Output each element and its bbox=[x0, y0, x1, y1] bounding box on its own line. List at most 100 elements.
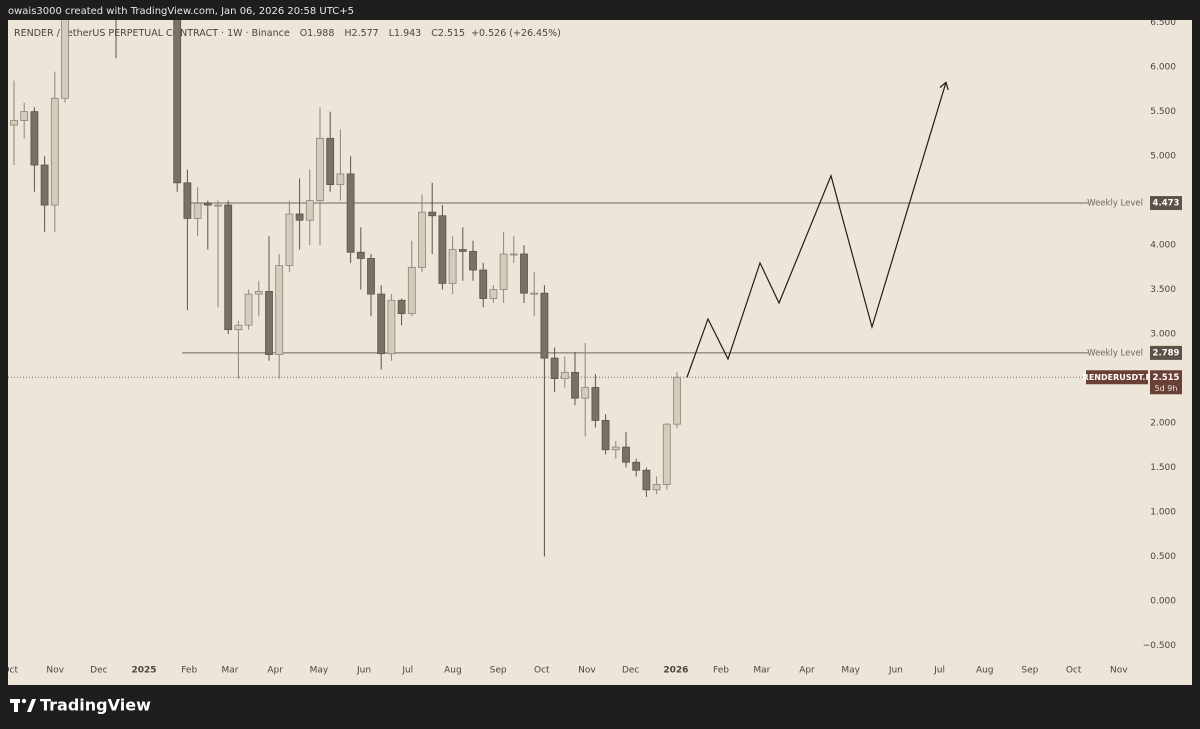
candle-body bbox=[652, 484, 661, 491]
candle-body bbox=[509, 253, 518, 256]
y-tick-label: −0.500 bbox=[1143, 641, 1177, 651]
level-label: Weekly Level bbox=[1087, 199, 1143, 209]
candle-body bbox=[183, 182, 192, 219]
candle-body bbox=[265, 290, 273, 355]
axes: −0.5000.0000.5001.0001.5002.0002.5003.00… bbox=[2, 18, 1182, 676]
candle-body bbox=[173, 20, 182, 184]
change: +0.526 (+26.45%) bbox=[471, 28, 561, 39]
brand: TradingView bbox=[40, 696, 151, 715]
legend-header: RENDER / TetherUS PERPETUAL CONTRACT · 1… bbox=[14, 28, 561, 39]
candle-body bbox=[40, 164, 49, 206]
candle-body bbox=[193, 202, 202, 219]
candle-body bbox=[234, 324, 243, 331]
candle-body bbox=[387, 299, 396, 355]
level-value: 4.473 bbox=[1153, 199, 1180, 209]
candle-body bbox=[336, 173, 345, 186]
x-tick-label: Mar bbox=[753, 666, 770, 676]
price-value: 2.515 bbox=[1153, 373, 1180, 383]
x-tick-label: Aug bbox=[444, 666, 462, 676]
x-tick-label: May bbox=[841, 666, 860, 676]
y-tick-label: 2.000 bbox=[1150, 419, 1176, 429]
candle-body bbox=[438, 215, 447, 284]
x-tick-label: Apr bbox=[799, 666, 815, 676]
x-tick-label: Apr bbox=[267, 666, 283, 676]
x-tick-label: 2026 bbox=[663, 666, 688, 676]
x-tick-label: Nov bbox=[1110, 666, 1128, 676]
candle-body bbox=[418, 211, 426, 268]
y-tick-label: 4.000 bbox=[1150, 241, 1176, 251]
y-tick-label: 0.000 bbox=[1150, 597, 1176, 607]
candle-body bbox=[356, 251, 365, 259]
candle-body bbox=[254, 290, 263, 295]
candle-body bbox=[326, 137, 335, 186]
y-tick-label: 6.000 bbox=[1150, 63, 1176, 73]
candle-body bbox=[50, 97, 59, 206]
x-tick-label: Aug bbox=[976, 666, 994, 676]
y-tick-label: 3.000 bbox=[1150, 330, 1176, 340]
candle-body bbox=[591, 387, 600, 421]
symbol-tag bbox=[1086, 370, 1148, 385]
level-label: Weekly Level bbox=[1087, 348, 1143, 358]
candle-body bbox=[662, 423, 671, 485]
candle-body bbox=[428, 211, 437, 217]
ohlc-letter: H bbox=[344, 28, 351, 39]
ohlc-letter: C bbox=[431, 28, 438, 39]
candle-body bbox=[346, 173, 355, 253]
ohlc-letter: O bbox=[300, 28, 307, 39]
x-tick-label: May bbox=[310, 666, 329, 676]
symbol-title: RENDER / TetherUS PERPETUAL CONTRACT · 1… bbox=[14, 28, 290, 39]
y-tick-label: 1.000 bbox=[1150, 508, 1176, 518]
x-tick-label: Feb bbox=[181, 666, 197, 676]
candle-body bbox=[367, 258, 375, 295]
ohlc-value: 2.577 bbox=[352, 28, 379, 39]
candle-body bbox=[530, 292, 539, 295]
candle-body bbox=[377, 293, 386, 355]
level-tag bbox=[1150, 345, 1182, 360]
candle-body bbox=[632, 461, 641, 471]
x-tick-label: Oct bbox=[534, 666, 550, 676]
ohlc-value: 2.515 bbox=[438, 28, 465, 39]
ohlc-value: 1.988 bbox=[307, 28, 334, 39]
x-tick-label: Sep bbox=[490, 666, 507, 676]
ohlc-letter: L bbox=[389, 28, 395, 39]
candle-body bbox=[499, 253, 508, 291]
y-tick-label: 6.500 bbox=[1150, 18, 1176, 28]
candle-body bbox=[407, 266, 416, 315]
level-tag bbox=[1150, 196, 1182, 211]
y-tick-label: 3.500 bbox=[1150, 285, 1176, 295]
x-tick-label: Jun bbox=[888, 666, 903, 676]
candle-body bbox=[622, 446, 630, 463]
x-tick-label: Dec bbox=[622, 666, 639, 676]
x-tick-label: Jun bbox=[356, 666, 371, 676]
candle-body bbox=[489, 289, 498, 299]
candle-body bbox=[285, 213, 294, 266]
y-tick-label: 5.000 bbox=[1150, 152, 1176, 162]
candle-body bbox=[214, 204, 222, 207]
x-tick-label: Sep bbox=[1021, 666, 1038, 676]
candle-body bbox=[458, 249, 467, 252]
candle-body bbox=[550, 357, 559, 379]
candle-body bbox=[571, 371, 579, 399]
y-tick-label: 1.500 bbox=[1150, 463, 1176, 473]
brand-logo bbox=[10, 698, 36, 712]
level-value: 2.789 bbox=[1153, 348, 1180, 358]
x-tick-label: Nov bbox=[578, 666, 596, 676]
x-tick-label: Feb bbox=[713, 666, 729, 676]
candle-body bbox=[479, 269, 488, 299]
x-tick-label: Nov bbox=[46, 666, 64, 676]
candle-body bbox=[203, 202, 212, 206]
plot bbox=[8, 20, 1088, 557]
candle-body bbox=[397, 299, 406, 315]
candle-body bbox=[30, 111, 39, 166]
candle-body bbox=[673, 376, 681, 425]
candle-body bbox=[61, 20, 69, 99]
x-tick-label: Mar bbox=[222, 666, 239, 676]
candle-body bbox=[581, 387, 590, 399]
candle-body bbox=[10, 120, 18, 126]
x-tick-label: Oct bbox=[2, 666, 18, 676]
candle-body bbox=[448, 249, 457, 284]
candle-body bbox=[224, 204, 233, 331]
candle-body bbox=[316, 137, 324, 202]
candle-body bbox=[642, 469, 651, 491]
